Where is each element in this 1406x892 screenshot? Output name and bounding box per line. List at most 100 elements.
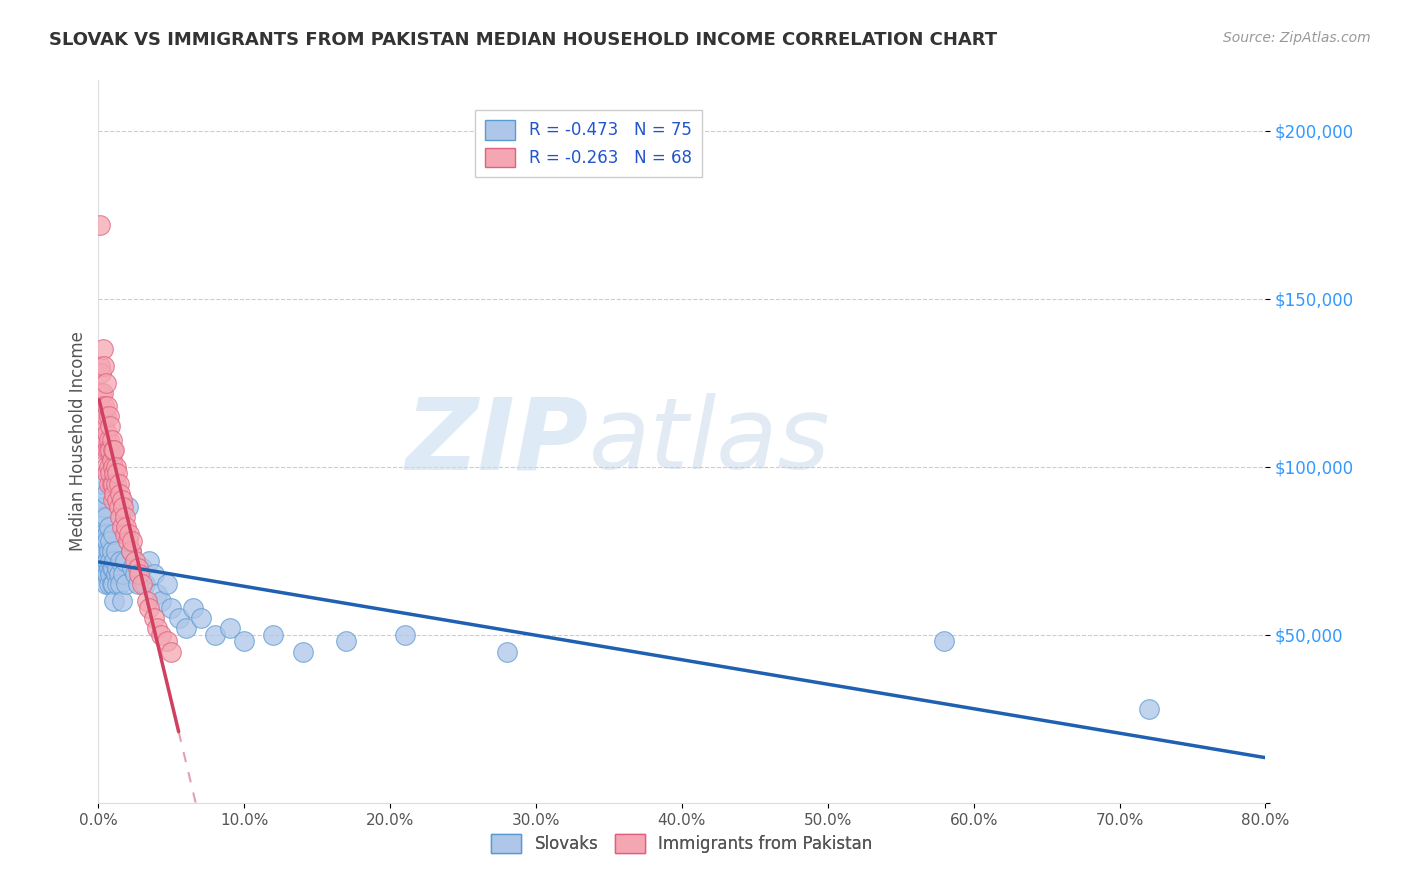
Point <box>108 476 131 491</box>
Point <box>100 543 122 558</box>
Point <box>97 442 120 457</box>
Point <box>89 359 111 373</box>
Point <box>156 634 179 648</box>
Point <box>91 543 114 558</box>
Point <box>115 520 138 534</box>
Point <box>138 600 160 615</box>
Point <box>204 628 226 642</box>
Point <box>105 467 128 481</box>
Text: atlas: atlas <box>589 393 830 490</box>
Point <box>190 611 212 625</box>
Point <box>110 554 132 568</box>
Point <box>100 433 122 447</box>
Point <box>94 486 117 500</box>
Point <box>167 611 190 625</box>
Point <box>90 399 112 413</box>
Point <box>101 527 124 541</box>
Point <box>89 218 111 232</box>
Point <box>93 500 115 514</box>
Point <box>89 520 111 534</box>
Point <box>131 560 153 574</box>
Point <box>96 426 118 441</box>
Point <box>96 533 118 548</box>
Point <box>100 453 122 467</box>
Point <box>131 577 153 591</box>
Point <box>90 533 112 548</box>
Point <box>110 486 132 500</box>
Point <box>103 594 125 608</box>
Point <box>111 520 134 534</box>
Y-axis label: Median Household Income: Median Household Income <box>69 332 87 551</box>
Point <box>97 543 120 558</box>
Point <box>96 527 118 541</box>
Point <box>496 644 519 658</box>
Point <box>91 527 114 541</box>
Point <box>101 442 124 457</box>
Point <box>103 486 125 500</box>
Point <box>142 567 165 582</box>
Point <box>233 634 256 648</box>
Point <box>120 543 142 558</box>
Point <box>121 560 143 574</box>
Point <box>103 442 125 457</box>
Point <box>105 577 128 591</box>
Point <box>98 533 121 548</box>
Point <box>96 567 118 582</box>
Point <box>93 554 115 568</box>
Point <box>112 567 135 582</box>
Point <box>98 467 121 481</box>
Point <box>335 634 357 648</box>
Point <box>94 543 117 558</box>
Text: Source: ZipAtlas.com: Source: ZipAtlas.com <box>1223 31 1371 45</box>
Point <box>94 409 117 424</box>
Point <box>104 543 127 558</box>
Point <box>94 577 117 591</box>
Point <box>93 399 115 413</box>
Point <box>94 459 117 474</box>
Point <box>105 560 128 574</box>
Point <box>101 577 124 591</box>
Point <box>94 433 117 447</box>
Point <box>112 500 135 514</box>
Point <box>138 554 160 568</box>
Point <box>93 359 115 373</box>
Point <box>118 527 141 541</box>
Text: ZIP: ZIP <box>405 393 589 490</box>
Point <box>98 554 121 568</box>
Point <box>150 628 173 642</box>
Point <box>160 644 183 658</box>
Point <box>97 560 120 574</box>
Point <box>90 493 112 508</box>
Point <box>156 577 179 591</box>
Point <box>90 366 112 380</box>
Point <box>91 476 114 491</box>
Legend: Slovaks, Immigrants from Pakistan: Slovaks, Immigrants from Pakistan <box>485 827 879 860</box>
Point <box>160 600 183 615</box>
Point <box>291 644 314 658</box>
Point <box>91 433 114 447</box>
Point <box>93 419 115 434</box>
Point <box>104 567 127 582</box>
Point <box>146 621 169 635</box>
Point <box>114 527 136 541</box>
Point <box>128 567 150 582</box>
Point <box>90 385 112 400</box>
Point <box>110 577 132 591</box>
Point <box>262 628 284 642</box>
Point <box>111 493 134 508</box>
Point <box>127 560 149 574</box>
Point <box>181 600 204 615</box>
Point <box>97 577 120 591</box>
Point <box>142 611 165 625</box>
Point <box>93 567 115 582</box>
Point <box>100 577 122 591</box>
Text: SLOVAK VS IMMIGRANTS FROM PAKISTAN MEDIAN HOUSEHOLD INCOME CORRELATION CHART: SLOVAK VS IMMIGRANTS FROM PAKISTAN MEDIA… <box>49 31 997 49</box>
Point <box>101 560 124 574</box>
Point <box>91 385 114 400</box>
Point <box>934 634 956 648</box>
Point <box>1137 702 1160 716</box>
Point <box>94 560 117 574</box>
Point <box>114 510 136 524</box>
Point <box>89 500 111 514</box>
Point <box>108 567 131 582</box>
